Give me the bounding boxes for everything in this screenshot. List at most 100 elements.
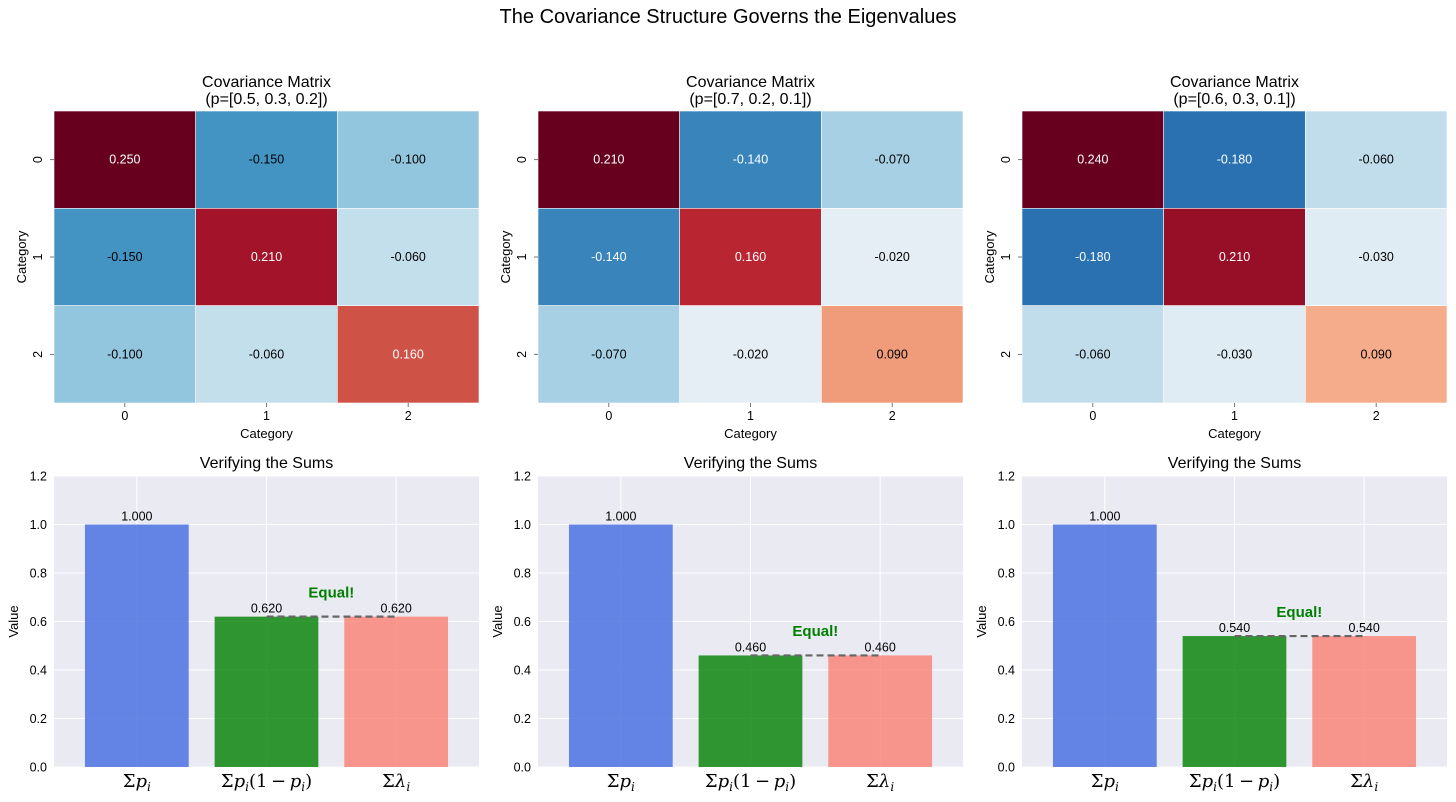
bar-value-label: 1.000 xyxy=(121,510,152,524)
x-tick-label-sum_p: Σpi xyxy=(607,771,635,794)
equal-annotation: Equal! xyxy=(1276,604,1322,621)
y-tick-label: 0.8 xyxy=(30,567,47,581)
heatmap-cell-label: -0.030 xyxy=(1217,347,1252,361)
x-tick-label: 0 xyxy=(121,409,128,423)
x-tick-label-sum_lambda: Σλi xyxy=(866,771,894,794)
x-tick-label: 2 xyxy=(1373,409,1380,423)
y-tick-label: 0.2 xyxy=(998,712,1015,726)
heatmap-2: Covariance Matrix(p=[0.7, 0.2, 0.1]) 0.21… xyxy=(498,74,964,441)
equal-annotation: Equal! xyxy=(308,584,354,601)
heatmap-cell-label: 0.160 xyxy=(735,250,766,264)
heatmap-cell xyxy=(679,305,822,404)
heatmap-cell xyxy=(821,110,964,209)
bar-sum_lambda xyxy=(344,616,449,767)
x-tick-label: 1 xyxy=(747,409,754,423)
y-tick-label: 0.4 xyxy=(514,664,531,678)
heatmap-cell-label: -0.100 xyxy=(390,153,425,167)
heatmap-cell-label: 0.090 xyxy=(877,347,908,361)
x-axis-label: Category xyxy=(240,426,293,441)
equal-annotation: Equal! xyxy=(792,623,838,640)
heatmap-cell-label: -0.140 xyxy=(733,153,768,167)
x-tick-label: 2 xyxy=(405,409,412,423)
heatmap-cell-label: 0.160 xyxy=(393,347,424,361)
x-tick-label-sum_p: Σpi xyxy=(123,771,151,794)
heatmap-title: Covariance Matrix xyxy=(202,74,331,91)
y-axis-label: Category xyxy=(14,230,29,283)
bar-sum_p xyxy=(568,524,673,767)
heatmap-cell xyxy=(821,305,964,404)
bar-value-label: 1.000 xyxy=(1089,510,1120,524)
y-axis-label: Value xyxy=(490,605,505,637)
bar-chart-3: 0.0 0.2 0.4 0.6 0.8 1.0 1.2 1.000 Σpi 0.540 Σpi(1 … xyxy=(974,455,1447,794)
heatmap-cell xyxy=(1305,110,1448,209)
y-tick-label: 1.0 xyxy=(514,518,531,532)
heatmap-cell xyxy=(537,208,680,306)
heatmap-cell-label: -0.180 xyxy=(1075,250,1110,264)
heatmap-cell-label: -0.100 xyxy=(107,347,142,361)
heatmap-cell-label: -0.070 xyxy=(591,347,626,361)
heatmap-cell xyxy=(1305,208,1448,306)
x-tick-label: 1 xyxy=(1231,409,1238,423)
y-tick-label: 1.2 xyxy=(998,470,1015,484)
y-tick-label: 0.4 xyxy=(998,664,1015,678)
bar-value-label: 0.540 xyxy=(1349,621,1380,635)
x-tick-label: 0 xyxy=(605,409,612,423)
x-tick-label-sum_lambda: Σλi xyxy=(382,771,410,794)
bar-sum_p_1mp xyxy=(698,655,803,767)
heatmap-cell-label: 0.210 xyxy=(1219,250,1250,264)
x-tick-label-sum_p_1mp: Σpi(1 − pi) xyxy=(1189,771,1280,794)
heatmap-subtitle: (p=[0.6, 0.3, 0.1]) xyxy=(1173,91,1295,108)
y-axis-label: Value xyxy=(6,605,21,637)
heatmap-title: Covariance Matrix xyxy=(1170,74,1299,91)
heatmap-1: Covariance Matrix(p=[0.5, 0.3, 0.2]) 0.25… xyxy=(14,74,480,441)
y-axis-label: Category xyxy=(498,230,513,283)
heatmap-cell xyxy=(53,208,196,306)
y-tick-label: 0 xyxy=(515,156,529,163)
bar-value-label: 0.460 xyxy=(865,640,896,654)
bar-sum_p_1mp xyxy=(214,616,319,767)
bar-sum_p xyxy=(1052,524,1157,767)
x-axis-label: Category xyxy=(1208,426,1261,441)
y-tick-label: 0.0 xyxy=(998,761,1015,775)
heatmap-cell xyxy=(195,305,338,404)
heatmap-cell xyxy=(195,110,338,209)
heatmap-cell-label: -0.060 xyxy=(1358,153,1393,167)
heatmap-cell xyxy=(1163,208,1306,306)
heatmap-3: Covariance Matrix(p=[0.6, 0.3, 0.1]) 0.24… xyxy=(982,74,1448,441)
y-tick-label: 0.6 xyxy=(514,615,531,629)
bar-chart-title: Verifying the Sums xyxy=(200,455,333,472)
heatmap-cell xyxy=(195,208,338,306)
x-tick-label: 2 xyxy=(889,409,896,423)
heatmap-cell xyxy=(679,208,822,306)
heatmap-cell xyxy=(337,110,480,209)
heatmap-cell-label: -0.140 xyxy=(591,250,626,264)
heatmap-cell xyxy=(337,208,480,306)
bar-value-label: 0.460 xyxy=(735,640,766,654)
y-tick-label: 0.8 xyxy=(998,567,1015,581)
heatmap-cell xyxy=(821,208,964,306)
y-tick-label: 0.6 xyxy=(30,615,47,629)
heatmap-cell xyxy=(337,305,480,404)
x-tick-label-sum_p_1mp: Σpi(1 − pi) xyxy=(221,771,312,794)
bar-value-label: 0.540 xyxy=(1219,621,1250,635)
bar-sum_lambda xyxy=(1312,636,1417,767)
y-tick-label: 0.4 xyxy=(30,664,47,678)
y-tick-label: 1.2 xyxy=(514,470,531,484)
y-tick-label: 0.0 xyxy=(514,761,531,775)
heatmap-cell-label: -0.060 xyxy=(1075,347,1110,361)
x-axis-label: Category xyxy=(724,426,777,441)
y-tick-label: 0 xyxy=(999,156,1013,163)
bar-sum_p xyxy=(84,524,189,767)
heatmap-title: Covariance Matrix xyxy=(686,74,815,91)
heatmap-cell-label: -0.060 xyxy=(249,347,284,361)
heatmap-cell-label: 0.210 xyxy=(251,250,282,264)
bar-value-label: 0.620 xyxy=(251,602,282,616)
bar-chart-1: 0.0 0.2 0.4 0.6 0.8 1.0 1.2 1.000 Σpi 0.620 Σpi(1 … xyxy=(6,455,479,794)
heatmap-cell-label: -0.150 xyxy=(107,250,142,264)
heatmap-cell-label: -0.150 xyxy=(249,153,284,167)
heatmap-cell-label: -0.060 xyxy=(390,250,425,264)
heatmap-cell xyxy=(537,305,680,404)
bar-value-label: 0.620 xyxy=(381,602,412,616)
x-tick-label-sum_lambda: Σλi xyxy=(1350,771,1378,794)
